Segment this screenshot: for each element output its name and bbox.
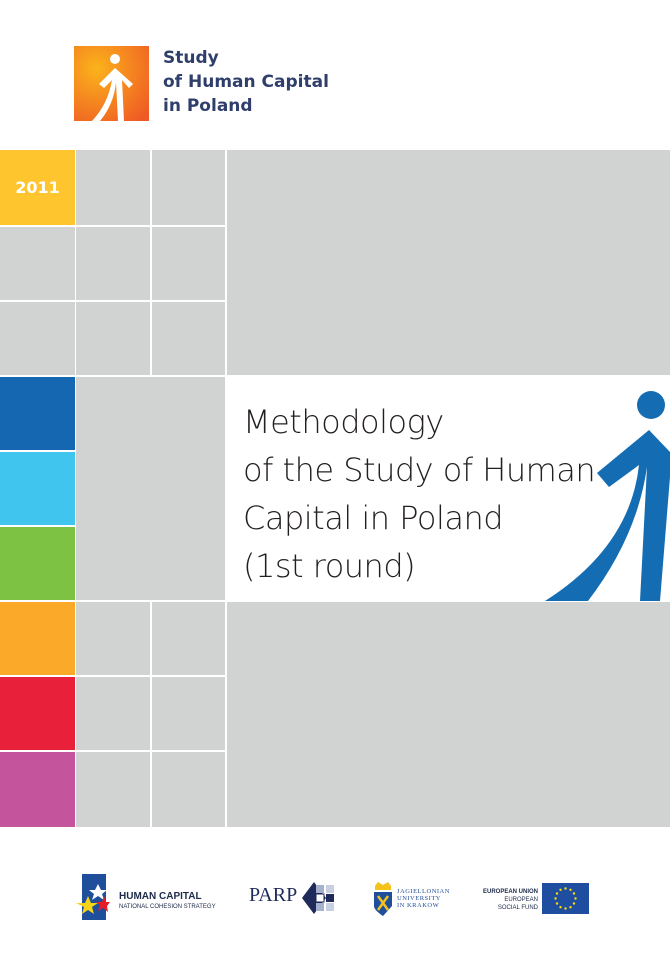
grid-cell (76, 677, 150, 750)
jagiellonian-crest-icon (374, 882, 392, 916)
series-title-line: in Poland (163, 96, 253, 116)
human-capital-logo-icon (76, 874, 110, 920)
color-cell-dark-blue (0, 377, 75, 450)
grid-cell (76, 302, 150, 375)
document-title: Methodology of the Study of Human Capita… (243, 398, 596, 590)
grid-cell (152, 302, 225, 375)
color-cell-orange (0, 602, 75, 675)
study-logo-icon (74, 46, 149, 121)
grid-block-middle (76, 377, 225, 600)
series-title-line: of Human Capital (163, 72, 329, 92)
parp-logo-text: PARP (249, 884, 298, 906)
color-cell-green (0, 527, 75, 600)
grid-cell (76, 150, 150, 225)
jagiellonian-line: UNIVERSITY (397, 895, 441, 902)
grid-cell (152, 227, 225, 300)
grid-cell (76, 602, 150, 675)
eu-line: EUROPEAN UNION (482, 889, 538, 895)
jagiellonian-text: JAGIELLONIAN UNIVERSITY IN KRAKOW (397, 888, 450, 909)
grid-cell (76, 227, 150, 300)
title-line: of the Study of Human (243, 451, 596, 489)
parp-logo-icon (302, 882, 334, 914)
grid-cell (152, 602, 225, 675)
eu-line: SOCIAL FUND (497, 905, 538, 911)
title-line: Methodology (243, 403, 444, 441)
series-title-line: Study (163, 48, 219, 68)
title-line: (1st round) (243, 547, 416, 585)
eu-text: EUROPEAN UNION EUROPEAN SOCIAL FUND (470, 888, 538, 912)
jagiellonian-line: IN KRAKOW (397, 902, 440, 909)
human-figure-arrow-icon (545, 391, 670, 601)
grid-cell (152, 677, 225, 750)
human-capital-sub: NATIONAL COHESION STRATEGY (119, 904, 216, 910)
color-cell-pink (0, 752, 75, 827)
eu-flag-icon (542, 883, 589, 914)
grid-block-bottom (227, 602, 670, 827)
grid-cell (0, 302, 75, 375)
title-line: Capital in Poland (243, 499, 504, 537)
grid-cell (152, 752, 225, 827)
color-cell-red (0, 677, 75, 750)
grid-cell (76, 752, 150, 827)
series-title: Study of Human Capital in Poland (163, 46, 329, 118)
jagiellonian-line: JAGIELLONIAN (397, 888, 450, 895)
grid-cell (152, 150, 225, 225)
grid-cell (0, 227, 75, 300)
color-cell-light-blue (0, 452, 75, 525)
eu-line: EUROPEAN (504, 897, 538, 903)
year-badge: 2011 (0, 150, 75, 225)
human-capital-name: HUMAN CAPITAL (119, 891, 202, 902)
grid-block-top (227, 150, 670, 375)
